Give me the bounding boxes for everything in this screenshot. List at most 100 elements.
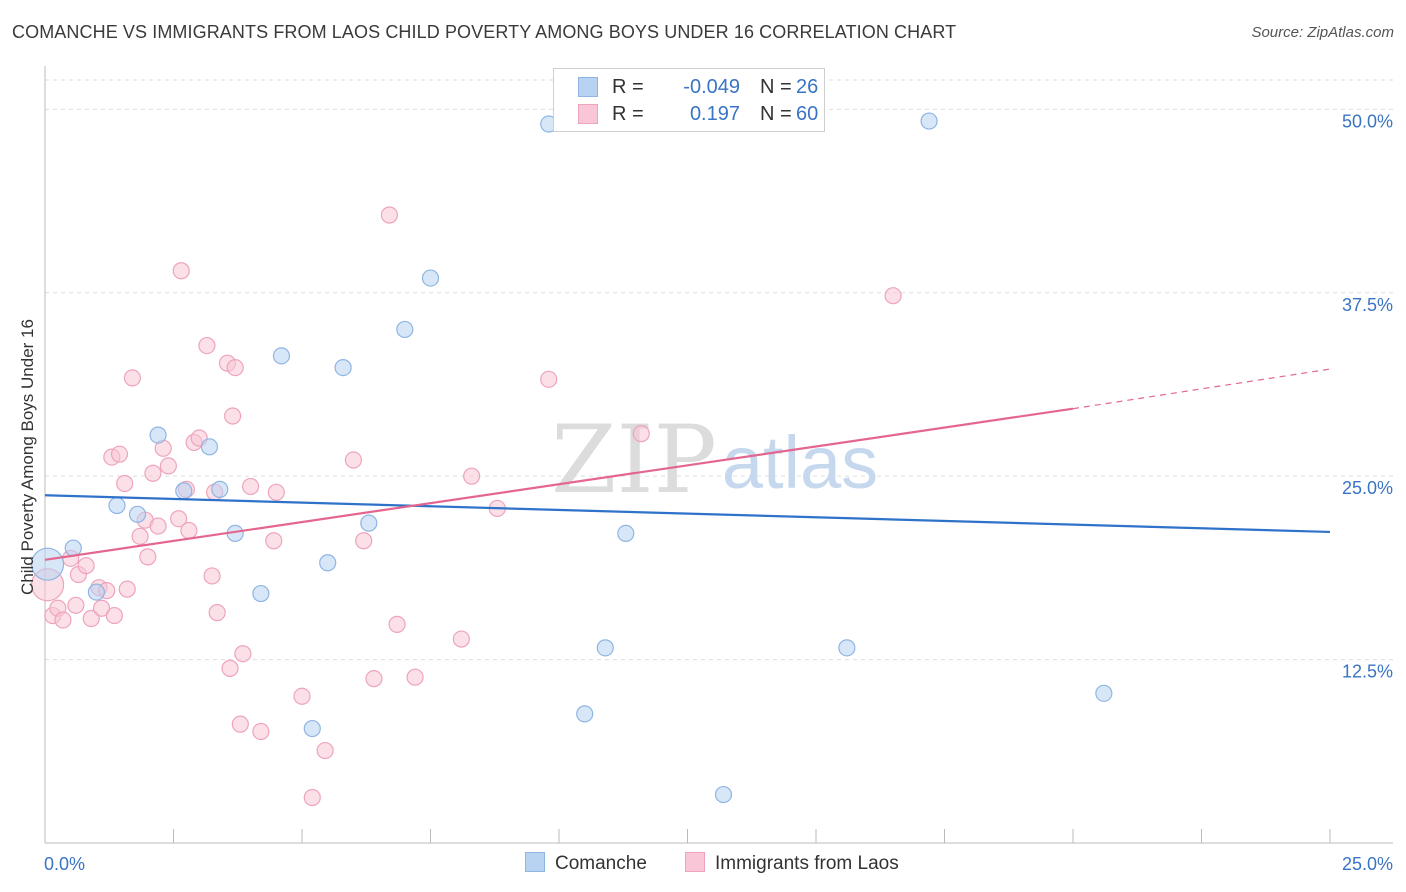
laos-point [355, 532, 373, 550]
comanche-point [596, 639, 614, 657]
comanche-point [421, 269, 440, 287]
comanche-trend-line [44, 494, 1331, 534]
laos-point [131, 527, 149, 545]
comanche-point [149, 426, 167, 444]
laos-points [30, 206, 902, 807]
laos-point [139, 548, 157, 566]
comanche-point [303, 719, 321, 738]
comanche-point [360, 514, 378, 532]
laos-point [884, 287, 902, 305]
laos-point [116, 474, 134, 493]
laos-point [226, 358, 244, 377]
laos-point [344, 451, 362, 469]
comanche-point [108, 496, 126, 515]
y-tick-label: 25.0% [1342, 478, 1393, 498]
laos-point [82, 609, 100, 628]
y-tick-label: 37.5% [1342, 295, 1393, 315]
laos-point [231, 715, 249, 733]
laos-point [105, 606, 123, 625]
laos-point [265, 532, 283, 550]
laos-point [54, 611, 72, 629]
comanche-points [30, 112, 1113, 804]
comanche-swatch [578, 77, 598, 97]
x-tick-label-min: 0.0% [44, 854, 85, 874]
laos-trend-line [44, 407, 1074, 561]
watermark-atlas: atlas [722, 421, 878, 504]
comanche-point [617, 524, 635, 542]
laos-point [110, 445, 129, 463]
zipatlas-watermark: ZIP atlas [551, 406, 878, 515]
axes [44, 66, 1393, 844]
y-axis-label: Child Poverty Among Boys Under 16 [18, 319, 37, 595]
laos-point [180, 521, 198, 540]
comanche-legend-label: Comanche [555, 853, 647, 874]
laos-point [149, 517, 167, 535]
laos-point [303, 788, 321, 807]
laos-point [159, 457, 177, 475]
laos-r-value: 0.197 [689, 103, 740, 125]
n-label: N = [760, 103, 792, 125]
source-label: Source: ZipAtlas.com [1251, 24, 1394, 41]
laos-point [67, 596, 85, 614]
comanche-point [838, 639, 856, 657]
x-tick-label-max: 25.0% [1342, 854, 1393, 874]
correlation-legend: R = -0.049 N = 26 R = 0.197 N = 60 [553, 68, 825, 132]
laos-point [234, 645, 252, 663]
laos-point [170, 510, 188, 528]
comanche-n-value: 26 [796, 76, 819, 98]
comanche-point [334, 358, 352, 377]
laos-point [198, 336, 216, 355]
y-tick-label: 50.0% [1342, 111, 1393, 131]
comanche-point [1095, 684, 1113, 702]
laos-point [365, 670, 383, 688]
laos-point [224, 407, 242, 425]
laos-point [208, 604, 226, 622]
y-tick-label: 12.5% [1342, 662, 1393, 682]
comanche-point [252, 584, 270, 603]
r-label: R = [612, 76, 644, 98]
laos-point [203, 567, 221, 585]
laos-point [242, 477, 260, 496]
trend-lines [44, 368, 1331, 561]
laos-n-value: 60 [796, 103, 819, 125]
comanche-point [319, 554, 337, 572]
comanche-legend-swatch [525, 852, 545, 872]
laos-point [463, 467, 481, 485]
comanche-point [200, 438, 219, 456]
laos-point [293, 687, 311, 705]
y-tick-labels: 12.5% 25.0% 37.5% 50.0% [1342, 111, 1393, 681]
chart-title: COMANCHE VS IMMIGRANTS FROM LAOS CHILD P… [12, 22, 957, 42]
laos-point [316, 741, 334, 760]
x-tick-labels: 0.0% 25.0% [44, 854, 1393, 874]
comanche-point [175, 482, 193, 500]
laos-point [540, 370, 558, 388]
laos-point [77, 557, 95, 575]
laos-point [452, 630, 470, 648]
laos-point [632, 425, 650, 443]
laos-point [388, 615, 406, 633]
laos-legend-label: Immigrants from Laos [715, 853, 899, 874]
laos-point [252, 722, 270, 741]
comanche-point [396, 320, 414, 339]
laos-point [267, 483, 285, 501]
comanche-point [272, 347, 291, 365]
comanche-point [128, 505, 147, 523]
comanche-point [576, 705, 594, 723]
comanche-point [920, 112, 938, 130]
laos-trend-extension [1072, 368, 1331, 410]
comanche-point [714, 785, 733, 804]
gridlines [45, 79, 1393, 661]
laos-point [406, 668, 424, 686]
laos-point [123, 369, 141, 387]
laos-point [144, 464, 162, 482]
laos-point [118, 580, 136, 598]
comanche-point [30, 547, 65, 581]
laos-point [92, 599, 111, 617]
r-label: R = [612, 103, 644, 125]
comanche-r-value: -0.049 [683, 76, 740, 98]
bottom-legend-comanche: Comanche [525, 852, 647, 875]
bottom-legend-laos: Immigrants from Laos [685, 852, 899, 875]
laos-point [172, 262, 190, 280]
comanche-point [64, 539, 82, 557]
